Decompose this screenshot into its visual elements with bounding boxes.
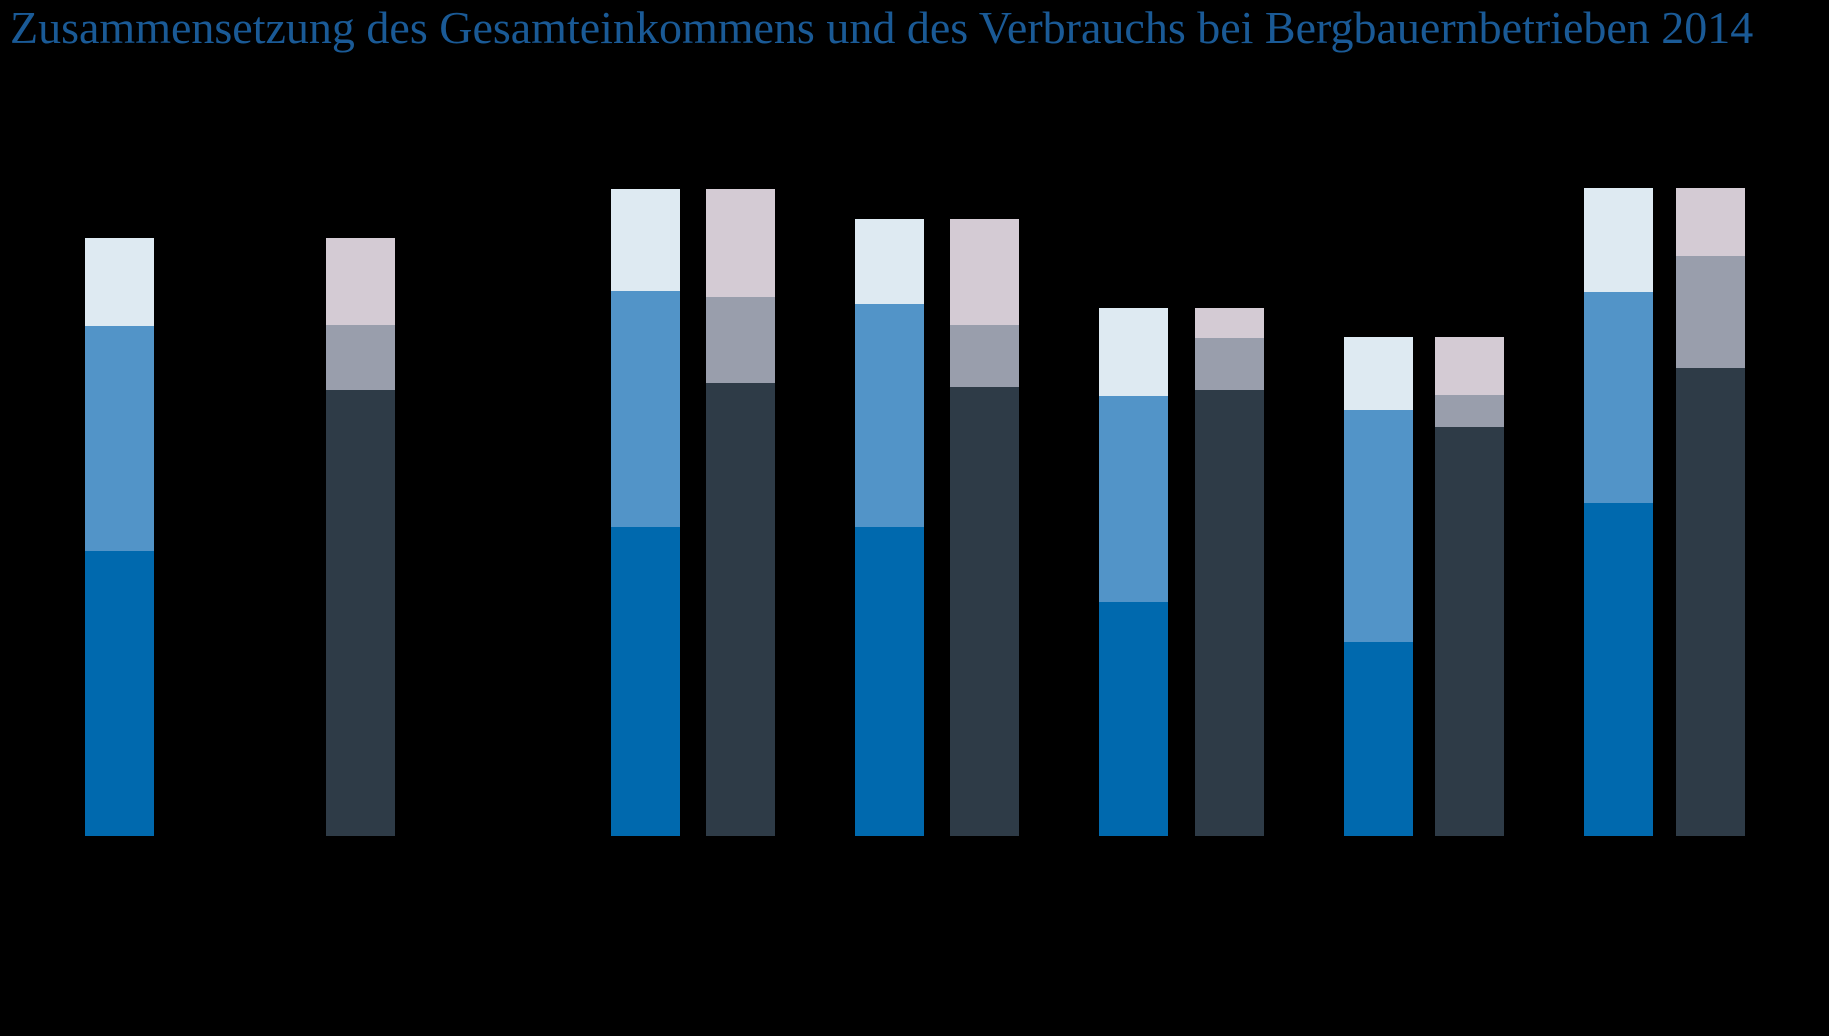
bar-segment-gray-blue xyxy=(950,325,1019,387)
bar-group2-left xyxy=(611,189,680,836)
bar-segment-dark-navy xyxy=(1435,427,1504,836)
bar-group6-left xyxy=(1584,188,1653,836)
bar-segment-medium-blue xyxy=(1344,410,1413,642)
bar-segment-dark-blue xyxy=(85,551,154,836)
chart-title: Zusammensetzung des Gesamteinkommens und… xyxy=(10,2,1754,53)
bar-segment-dark-navy xyxy=(950,387,1019,836)
bar-segment-light-blue xyxy=(1344,337,1413,410)
bar-segment-light-blue xyxy=(1099,308,1168,396)
bar-segment-light-pink xyxy=(1676,188,1745,256)
bar-segment-dark-navy xyxy=(1676,368,1745,836)
bar-segment-light-blue xyxy=(1584,188,1653,292)
bar-segment-dark-blue xyxy=(1584,503,1653,836)
bar-segment-medium-blue xyxy=(85,326,154,551)
bar-segment-medium-blue xyxy=(855,304,924,527)
bar-segment-dark-blue xyxy=(1344,642,1413,836)
bar-group4-right xyxy=(1195,308,1264,836)
bar-segment-gray-blue xyxy=(1435,395,1504,427)
bar-segment-light-pink xyxy=(326,238,395,325)
bar-segment-dark-blue xyxy=(855,527,924,836)
bar-segment-gray-blue xyxy=(1195,338,1264,390)
bar-segment-medium-blue xyxy=(1584,292,1653,503)
bar-segment-light-blue xyxy=(855,219,924,304)
bar-segment-dark-blue xyxy=(611,527,680,836)
bar-segment-dark-navy xyxy=(706,383,775,836)
bar-segment-dark-navy xyxy=(1195,390,1264,836)
bar-group6-right xyxy=(1676,188,1745,836)
bar-segment-medium-blue xyxy=(1099,396,1168,602)
bar-segment-dark-navy xyxy=(326,390,395,836)
bar-group3-left xyxy=(855,219,924,836)
bar-segment-light-pink xyxy=(1195,308,1264,338)
bar-group3-right xyxy=(950,219,1019,836)
bar-segment-gray-blue xyxy=(1676,256,1745,368)
bar-segment-medium-blue xyxy=(611,291,680,527)
bar-group4-left xyxy=(1099,308,1168,836)
bar-segment-light-blue xyxy=(85,238,154,326)
bar-group5-left xyxy=(1344,337,1413,836)
bar-group2-right xyxy=(706,189,775,836)
bar-segment-dark-blue xyxy=(1099,602,1168,836)
bar-group5-right xyxy=(1435,337,1504,836)
bar-segment-light-pink xyxy=(1435,337,1504,395)
bar-segment-light-blue xyxy=(611,189,680,291)
bar-group1-right xyxy=(326,238,395,836)
bar-segment-gray-blue xyxy=(326,325,395,390)
bar-segment-gray-blue xyxy=(706,297,775,383)
bar-segment-light-pink xyxy=(706,189,775,297)
bar-segment-light-pink xyxy=(950,219,1019,325)
bar-group1-left xyxy=(85,238,154,836)
